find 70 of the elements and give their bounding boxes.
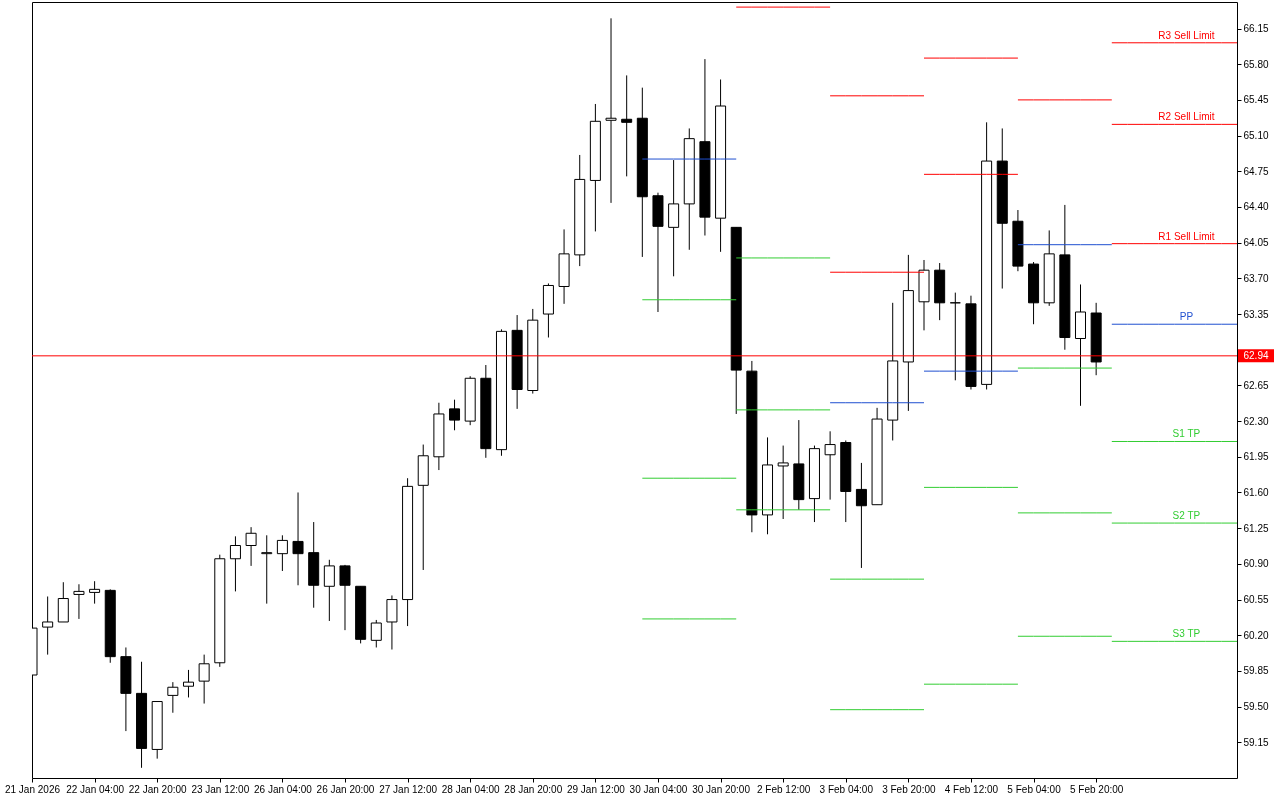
y-tick-label: 64.75	[1243, 165, 1269, 177]
y-tick-label: 64.05	[1243, 237, 1269, 249]
candlestick	[386, 594, 398, 651]
candlestick	[621, 74, 633, 177]
x-tick-label: 30 Jan 04:00	[629, 783, 688, 795]
x-tick-label: 22 Jan 04:00	[66, 783, 125, 795]
y-tick-label: 65.10	[1243, 130, 1269, 142]
y-tick-label: 59.50	[1243, 701, 1269, 713]
y-tick-label: 62.30	[1243, 415, 1269, 427]
candlestick	[245, 526, 257, 567]
y-tick-label: 61.25	[1243, 522, 1269, 534]
candlestick	[449, 399, 461, 431]
candlestick	[167, 681, 179, 714]
x-tick-label: 3 Feb 20:00	[882, 783, 936, 795]
candlestick	[339, 564, 351, 631]
series-label: S3 TP	[1172, 628, 1201, 640]
x-tick-label: 3 Feb 04:00	[819, 783, 874, 795]
series-label: R3 Sell Limit	[1158, 29, 1215, 41]
y-tick-label: 65.80	[1243, 58, 1269, 70]
y-tick-label: 66.15	[1243, 23, 1269, 35]
candlestick	[668, 159, 680, 277]
y-tick-label: 61.95	[1243, 451, 1269, 463]
x-tick-label: 29 Jan 12:00	[566, 783, 626, 795]
series-label: PP	[1179, 311, 1194, 323]
y-tick-label: 63.70	[1243, 272, 1269, 284]
candlestick	[42, 595, 54, 656]
x-tick-label: 26 Jan 04:00	[253, 783, 313, 795]
y-tick-label: 60.20	[1243, 629, 1269, 641]
x-tick-label: 22 Jan 20:00	[128, 783, 188, 795]
x-tick-label: 2 Feb 12:00	[756, 783, 811, 795]
candlestick	[777, 445, 789, 520]
series-label: R1 Sell Limit	[1158, 230, 1215, 242]
candlestick	[605, 17, 617, 204]
candlestick	[370, 619, 382, 648]
y-tick-label: 60.55	[1243, 594, 1269, 606]
candlestick	[198, 654, 210, 705]
candlestick	[323, 559, 335, 622]
y-tick-label: 59.15	[1243, 736, 1269, 748]
series-label: S2 TP	[1172, 510, 1201, 522]
series-label: R2 Sell Limit	[1158, 111, 1215, 123]
y-tick-label: 62.65	[1243, 379, 1269, 391]
ref-line-label: 62.94	[1243, 349, 1269, 361]
x-tick-label: 4 Feb 12:00	[944, 783, 999, 795]
y-tick-label: 65.45	[1243, 94, 1269, 106]
candlestick	[73, 583, 85, 620]
y-tick-label: 63.35	[1243, 308, 1269, 320]
series-label: S1 TP	[1172, 428, 1201, 440]
x-tick-label: 27 Jan 12:00	[379, 783, 438, 795]
x-tick-label: 23 Jan 12:00	[191, 783, 250, 795]
x-tick-label: 5 Feb 04:00	[1007, 783, 1062, 795]
candlestick	[855, 462, 867, 569]
y-tick-label: 59.85	[1243, 665, 1269, 677]
y-tick-label: 60.90	[1243, 558, 1269, 570]
candlestick	[182, 669, 194, 698]
x-tick-label: 28 Jan 04:00	[441, 783, 501, 795]
candlestick	[261, 534, 273, 605]
candlestick	[292, 491, 304, 586]
x-tick-label: 30 Jan 20:00	[692, 783, 751, 795]
x-tick-label: 28 Jan 20:00	[504, 783, 563, 795]
x-tick-label: 5 Feb 20:00	[1069, 783, 1124, 795]
candlestick	[229, 535, 241, 592]
candlestick	[824, 430, 836, 501]
y-tick-label: 64.40	[1243, 201, 1269, 213]
candlestick	[89, 580, 101, 605]
candlestick	[949, 292, 961, 381]
x-tick-label: 26 Jan 20:00	[316, 783, 375, 795]
candlestick	[276, 534, 288, 572]
x-tick-label: 21 Jan 2026	[4, 783, 61, 795]
y-tick-label: 61.60	[1243, 486, 1269, 498]
candlestick	[57, 581, 69, 623]
